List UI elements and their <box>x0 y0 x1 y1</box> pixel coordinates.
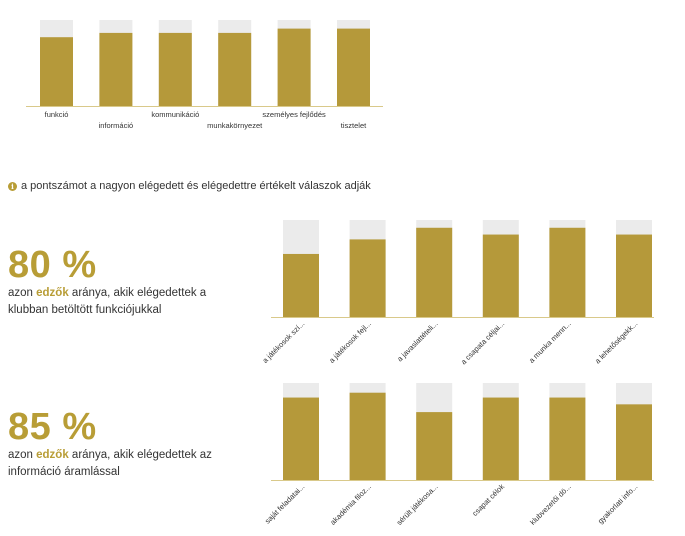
bar[interactable] <box>616 404 652 480</box>
x-tick-label: gyakorlati info... <box>596 482 640 526</box>
bar[interactable] <box>40 37 73 107</box>
bar[interactable] <box>158 32 192 106</box>
bar[interactable] <box>99 32 133 106</box>
x-tick-label: a javaslattételi... <box>395 319 439 363</box>
bar[interactable] <box>277 28 311 107</box>
x-tick-label: funkció <box>45 110 69 119</box>
bar[interactable] <box>416 412 453 480</box>
kpi-description-function: azon edzők aránya, akik elégedettek a kl… <box>8 287 207 316</box>
x-tick-label: tisztelet <box>341 121 367 130</box>
x-tick-label: a lehetőségekk... <box>593 319 639 365</box>
x-tick-label: sérült játékosa... <box>395 482 440 527</box>
x-tick-label: saját feladatai... <box>263 482 307 526</box>
x-tick-label: a csapata céljai... <box>459 319 506 366</box>
bar[interactable] <box>549 397 586 480</box>
x-tick-label: a munka menn... <box>527 319 573 365</box>
kpi-value-information: 85 % <box>8 406 97 448</box>
info-icon: i <box>8 181 17 191</box>
x-tick-label: információ <box>99 121 134 130</box>
x-tick-label: akadémia filoz... <box>328 482 373 527</box>
x-tick-label: kommunikáció <box>151 110 199 119</box>
bar[interactable] <box>218 32 252 106</box>
x-tick-label: munkakörnyezet <box>207 121 263 130</box>
bar[interactable] <box>549 227 586 317</box>
chart-top: funkció információ kommunikáció munkakörnye… <box>26 20 383 130</box>
chart-function: a játékosok szí... a játékosok fejl... a j… <box>261 220 654 366</box>
score-note: i a pontszámot a nagyon elégedett és elé… <box>8 180 371 192</box>
bar[interactable] <box>337 28 370 107</box>
bar[interactable] <box>349 239 386 317</box>
score-note-text: a pontszámot a nagyon elégedett és elége… <box>21 180 371 192</box>
bar[interactable] <box>616 234 652 317</box>
x-tick-label: a játékosok fejl... <box>327 319 373 365</box>
bar[interactable] <box>482 234 519 317</box>
kpi-value-function: 80 % <box>8 244 97 286</box>
bar[interactable] <box>283 397 319 480</box>
x-tick-label: a játékosok szí... <box>261 319 307 365</box>
bar[interactable] <box>416 227 453 317</box>
bar[interactable] <box>283 253 319 317</box>
x-tick-label: csapat célok <box>470 482 506 518</box>
kpi-description-information: azon edzők aránya, akik elégedettek az i… <box>8 449 212 478</box>
x-tick-label: személyes fejlődés <box>262 110 326 119</box>
chart-information: saját feladatai... akadémia filoz... sérül… <box>263 383 654 527</box>
bar[interactable] <box>482 397 519 480</box>
bar[interactable] <box>349 392 386 480</box>
x-tick-label: klubvezetői dö... <box>528 482 573 527</box>
